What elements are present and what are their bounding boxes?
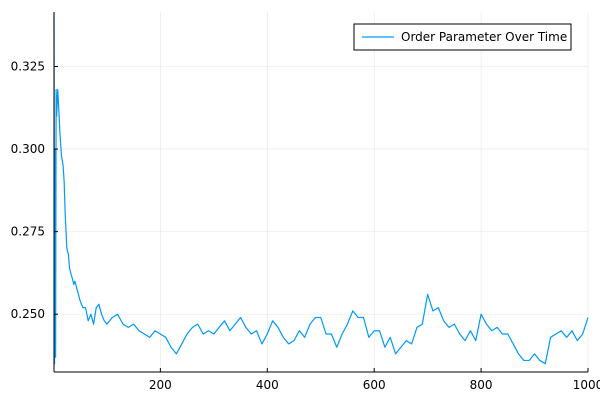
axes: [53, 12, 589, 373]
grid-lines: [54, 12, 589, 372]
x-tick-label: 1000: [573, 378, 600, 392]
x-tick-label: 400: [256, 378, 279, 392]
y-tick-label: 0.325: [11, 59, 45, 73]
tick-labels: 200 400 600 800 1000 0.250 0.275 0.300 0.325: [11, 59, 600, 392]
series-layer: [53, 13, 589, 365]
x-tick-label: 600: [363, 378, 386, 392]
y-tick-label: 0.300: [11, 142, 45, 156]
legend-label: Order Parameter Over Time: [401, 30, 567, 44]
x-tick-label: 800: [470, 378, 493, 392]
series-line-0: [53, 13, 589, 365]
y-tick-label: 0.275: [11, 225, 45, 239]
y-tick-label: 0.250: [11, 307, 45, 321]
legend: Order Parameter Over Time: [353, 23, 572, 51]
x-tick-label: 200: [149, 378, 172, 392]
